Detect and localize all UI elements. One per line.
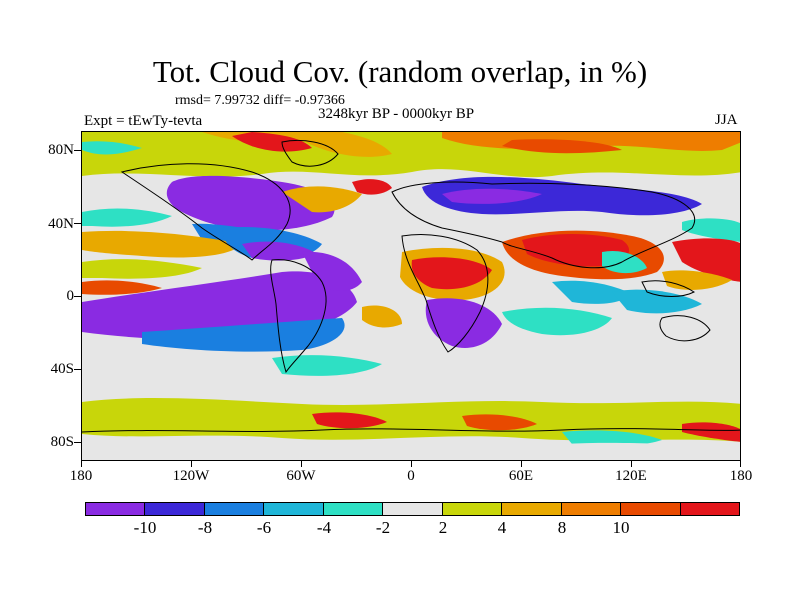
north-pacific-teal <box>682 218 740 242</box>
greenland-red-patch <box>232 132 312 152</box>
colorbar-segment-8 <box>561 503 622 515</box>
lon-tick <box>411 461 412 467</box>
lat-tick <box>74 296 81 297</box>
map-panel <box>81 131 741 461</box>
indian-ocean-teal <box>502 307 612 336</box>
anomaly-field <box>82 132 740 460</box>
lat-tick <box>74 150 81 151</box>
season-label: JJA <box>715 112 738 128</box>
colorbar-label: -10 <box>133 518 157 537</box>
sahel-red <box>411 257 492 290</box>
south-america-purple <box>302 251 362 291</box>
colorbar-label: 8 <box>557 518 567 537</box>
atlantic-red <box>352 179 392 195</box>
colorbar-segment-1 <box>145 503 205 515</box>
east-pacific-teal <box>82 208 172 227</box>
coastlines <box>82 140 740 433</box>
colorbar-segment-0 <box>86 503 146 515</box>
lat-tick <box>74 442 81 443</box>
colorbar-label: -8 <box>197 518 213 537</box>
caribbean-purple <box>242 241 317 261</box>
bay-of-bengal-teal <box>602 250 647 274</box>
colorbar-segment-4 <box>323 503 384 515</box>
colorbar-label: 4 <box>497 518 507 537</box>
colorbar-label: -4 <box>316 518 332 537</box>
alaska-teal-patch <box>82 141 142 155</box>
stats-line: rmsd= 7.99732 diff= -0.97366 <box>175 93 345 108</box>
lon-label-120w: 120W <box>172 468 210 484</box>
lon-label-180w: 180 <box>69 468 93 484</box>
north-pacific-orange <box>82 230 242 258</box>
lon-label-180e: 180 <box>729 468 753 484</box>
southern-ocean-red-2 <box>462 414 537 431</box>
lon-tick <box>81 461 82 467</box>
lon-label-60e: 60E <box>508 468 534 484</box>
lon-label-60w: 60W <box>286 468 316 484</box>
colorbar-segment-3 <box>264 503 324 515</box>
lat-label-0: 0 <box>66 288 75 304</box>
colorbar-label: 2 <box>438 518 448 537</box>
europe-purple <box>442 188 542 204</box>
colorbar-label: -2 <box>375 518 391 537</box>
lon-tick <box>301 461 302 467</box>
southern-ocean-red-3 <box>682 422 740 442</box>
colorbar-segment-7 <box>502 503 562 515</box>
colorbar-segment-10 <box>680 503 739 515</box>
lon-tick <box>740 461 741 467</box>
south-atlantic-teal <box>272 355 382 376</box>
lon-label-120e: 120E <box>615 468 647 484</box>
experiment-label: Expt = tEwTy-tevta <box>84 113 203 129</box>
colorbar-segment-6 <box>442 503 503 515</box>
colorbar-segment-2 <box>204 503 265 515</box>
tropical-pacific-yellow <box>82 259 202 279</box>
lat-tick <box>74 369 81 370</box>
colorbar <box>85 502 740 516</box>
antarctic-neutral <box>82 441 740 460</box>
lon-tick <box>521 461 522 467</box>
lat-tick <box>74 223 81 224</box>
eurasia-blue-band <box>422 176 702 216</box>
lat-label-40s: 40S <box>50 361 74 377</box>
south-pacific-blue <box>142 318 345 352</box>
map-title: Tot. Cloud Cov. (random overlap, in %) <box>152 54 648 89</box>
west-pacific-red <box>672 238 740 282</box>
colorbar-label: -6 <box>256 518 272 537</box>
tropical-pacific-red <box>82 280 162 295</box>
brazil-orange <box>362 305 402 328</box>
indian-ocean-cyan <box>552 280 632 304</box>
southern-ocean-red-1 <box>312 412 387 429</box>
lon-tick <box>191 461 192 467</box>
lon-label-0: 0 <box>407 468 415 484</box>
colorbar-segment-9 <box>621 503 681 515</box>
colorbar-segment-5 <box>383 503 443 515</box>
lat-label-40n: 40N <box>48 216 74 232</box>
atlantic-orange <box>282 186 362 213</box>
colorbar-label: 10 <box>612 518 630 537</box>
lon-tick <box>631 461 632 467</box>
siberia-red-patch <box>502 139 622 154</box>
period-label: 3248kyr BP - 0000kyr BP <box>318 106 475 122</box>
lat-label-80n: 80N <box>48 142 74 158</box>
lat-label-80s: 80S <box>50 434 74 450</box>
southern-africa-purple <box>425 298 502 348</box>
antarctic-teal <box>562 430 662 447</box>
